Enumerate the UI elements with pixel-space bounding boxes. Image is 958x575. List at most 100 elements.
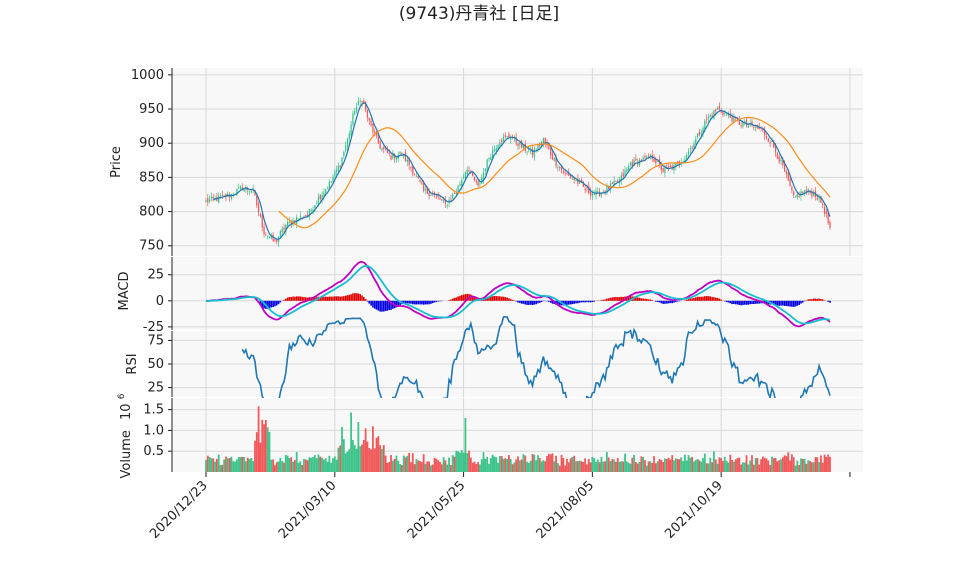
- candle-body: [767, 138, 769, 142]
- candle-body: [354, 111, 356, 115]
- volume-bar: [333, 456, 336, 472]
- x-tick-label: 2021/08/05: [534, 478, 598, 542]
- volume-gridlines: [172, 398, 863, 472]
- volume-bar: [611, 458, 614, 472]
- macd-histogram-bar: [451, 298, 454, 301]
- volume-bar: [664, 458, 666, 472]
- price-gridlines: [172, 68, 863, 256]
- macd-histogram-bar: [640, 298, 643, 301]
- candle-body: [811, 192, 813, 197]
- candle-body: [450, 199, 452, 201]
- macd-histogram-bar: [406, 300, 409, 304]
- volume-bar: [299, 461, 302, 472]
- volume-bar: [676, 459, 679, 472]
- macd-histogram-bar: [548, 300, 550, 302]
- volume-bar: [493, 456, 496, 472]
- volume-bar: [705, 463, 708, 472]
- volume-bar: [212, 458, 215, 472]
- macd-histogram-bar: [618, 297, 621, 301]
- volume-bar: [687, 455, 690, 472]
- volume-bar: [727, 462, 730, 472]
- candle-body: [740, 125, 742, 126]
- macd-histogram-bar: [488, 297, 490, 301]
- candle-body: [669, 165, 672, 167]
- macd-histogram-bar: [375, 300, 378, 310]
- candle-body: [250, 191, 252, 193]
- volume-bar: [546, 456, 548, 472]
- volume-exponent-power: 6: [117, 393, 127, 399]
- volume-bar: [669, 459, 672, 472]
- macd-histogram-bar: [353, 293, 356, 301]
- macd-histogram-bar: [671, 300, 673, 304]
- macd-histogram-bar: [776, 300, 779, 306]
- macd-histogram-bar: [535, 300, 537, 305]
- candle-body: [575, 180, 577, 182]
- candle-body: [633, 159, 635, 166]
- macd-histogram: [259, 293, 831, 312]
- volume-bar: [234, 461, 236, 472]
- macd-histogram-bar: [821, 299, 824, 301]
- volume-bar: [303, 458, 305, 472]
- volume-bar: [270, 459, 273, 472]
- volume-bar: [455, 450, 458, 472]
- candle-body: [472, 172, 474, 177]
- volume-bar: [263, 424, 265, 472]
- candle-body: [504, 135, 506, 137]
- volume-bar: [352, 440, 354, 472]
- volume-bar: [239, 457, 242, 472]
- macd-histogram-bar: [290, 296, 293, 301]
- macd-histogram-bar: [694, 297, 697, 301]
- macd-histogram-bar: [693, 297, 695, 301]
- volume-bar: [395, 455, 398, 472]
- candle-body: [784, 163, 786, 172]
- volume-bar: [649, 461, 652, 472]
- volume-bar: [635, 461, 637, 472]
- macd-histogram-bar: [417, 300, 420, 305]
- candle-body: [270, 235, 272, 239]
- macd-histogram-bar: [660, 300, 663, 304]
- macd-histogram-bar: [644, 298, 646, 301]
- volume-bar: [495, 457, 498, 472]
- volume-bar: [491, 454, 494, 472]
- candle-body: [764, 130, 766, 136]
- volume-bar: [375, 437, 378, 472]
- candle-body: [219, 196, 222, 198]
- volume-bar: [674, 458, 677, 472]
- macd-histogram-bar: [667, 300, 670, 304]
- macd-histogram-bar: [424, 300, 427, 305]
- y-tick-label: 900: [139, 136, 164, 151]
- volume-bar: [803, 458, 806, 472]
- volume-bar: [411, 453, 414, 472]
- volume-bar: [703, 453, 706, 472]
- macd-y-axis: -25 0 25: [143, 268, 172, 335]
- macd-histogram-bar: [647, 299, 650, 301]
- volume-bar: [605, 452, 608, 472]
- volume-bar: [787, 452, 790, 472]
- x-tick-label: 2021/10/19: [662, 478, 726, 542]
- candle-body: [753, 127, 755, 128]
- volume-bar: [758, 464, 761, 472]
- candle-body: [334, 171, 336, 177]
- candle-body: [326, 188, 329, 190]
- volume-bars: [205, 406, 831, 472]
- volume-bar: [794, 465, 797, 472]
- volume-bar: [413, 464, 416, 472]
- volume-bar: [264, 420, 267, 472]
- macd-histogram-bar: [586, 300, 588, 303]
- volume-bar: [324, 458, 327, 472]
- macd-histogram-bar: [774, 300, 777, 305]
- volume-bar: [330, 462, 333, 472]
- macd-histogram-bar: [749, 300, 751, 305]
- candle-body: [700, 132, 702, 135]
- volume-bar: [511, 464, 514, 472]
- volume-bar: [261, 419, 264, 472]
- volume-bar: [673, 460, 675, 472]
- candle-body: [724, 112, 726, 115]
- macd-histogram-bar: [379, 300, 381, 312]
- volume-bar: [615, 461, 617, 472]
- candle-body: [495, 148, 497, 151]
- volume-bar: [359, 446, 362, 472]
- candle-body: [274, 239, 276, 241]
- candle-body: [785, 171, 788, 175]
- macd-histogram-bar: [589, 300, 592, 303]
